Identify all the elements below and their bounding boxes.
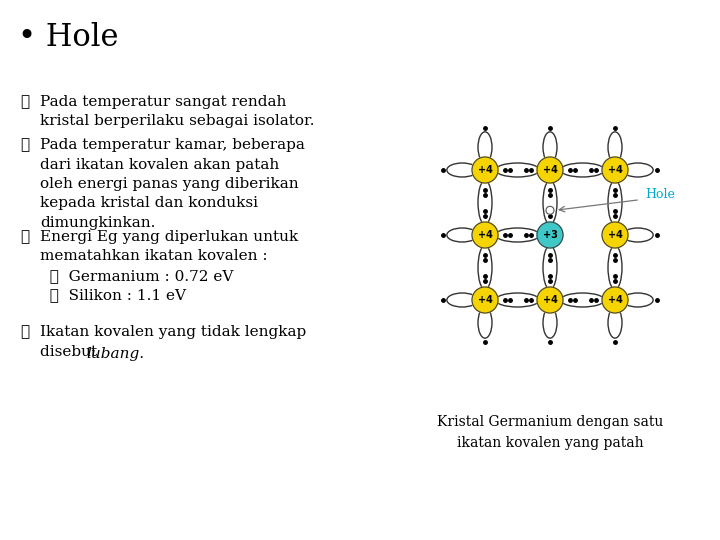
- Circle shape: [602, 287, 628, 313]
- Ellipse shape: [543, 246, 557, 289]
- Ellipse shape: [560, 293, 605, 307]
- Ellipse shape: [495, 228, 539, 242]
- Text: Kristal Germanium dengan satu
ikatan kovalen yang patah: Kristal Germanium dengan satu ikatan kov…: [437, 415, 663, 450]
- Circle shape: [546, 206, 554, 214]
- Ellipse shape: [608, 246, 622, 289]
- Circle shape: [472, 222, 498, 248]
- Ellipse shape: [478, 307, 492, 338]
- Ellipse shape: [543, 307, 557, 338]
- Text: • Hole: • Hole: [18, 22, 119, 53]
- Text: ✓: ✓: [20, 325, 29, 339]
- Ellipse shape: [478, 180, 492, 225]
- Text: +4: +4: [608, 295, 622, 305]
- Circle shape: [472, 157, 498, 183]
- Circle shape: [537, 287, 563, 313]
- Ellipse shape: [608, 307, 622, 338]
- Ellipse shape: [447, 163, 477, 177]
- Circle shape: [537, 222, 563, 248]
- Ellipse shape: [543, 132, 557, 163]
- Text: +4: +4: [477, 230, 492, 240]
- Text: Pada temperatur sangat rendah
kristal berperilaku sebagai isolator.: Pada temperatur sangat rendah kristal be…: [40, 95, 315, 129]
- Ellipse shape: [447, 293, 477, 307]
- Ellipse shape: [495, 293, 539, 307]
- Circle shape: [537, 157, 563, 183]
- Ellipse shape: [608, 132, 622, 163]
- Text: lubang.: lubang.: [86, 347, 144, 361]
- Text: Energi Eg yang diperlukan untuk
mematahkan ikatan kovalen :
  ✓  Germanium : 0.7: Energi Eg yang diperlukan untuk mematahk…: [40, 230, 298, 302]
- Text: +4: +4: [477, 165, 492, 175]
- Ellipse shape: [478, 132, 492, 163]
- Ellipse shape: [622, 228, 653, 242]
- Text: +4: +4: [477, 295, 492, 305]
- Ellipse shape: [495, 163, 539, 177]
- Text: +3: +3: [543, 230, 557, 240]
- Ellipse shape: [478, 246, 492, 289]
- Ellipse shape: [622, 293, 653, 307]
- Text: +4: +4: [608, 230, 622, 240]
- Ellipse shape: [447, 228, 477, 242]
- Ellipse shape: [560, 163, 605, 177]
- Text: ✓: ✓: [20, 138, 29, 152]
- Circle shape: [602, 157, 628, 183]
- Text: Ikatan kovalen yang tidak lengkap
disebut: Ikatan kovalen yang tidak lengkap disebu…: [40, 325, 306, 359]
- Text: +4: +4: [543, 165, 557, 175]
- Text: ✓: ✓: [20, 95, 29, 109]
- Ellipse shape: [622, 163, 653, 177]
- Text: Hole: Hole: [645, 188, 675, 201]
- Text: +4: +4: [608, 165, 622, 175]
- Circle shape: [472, 287, 498, 313]
- Circle shape: [602, 222, 628, 248]
- Text: +4: +4: [543, 295, 557, 305]
- Ellipse shape: [543, 180, 557, 225]
- Text: Pada temperatur kamar, beberapa
dari ikatan kovalen akan patah
oleh energi panas: Pada temperatur kamar, beberapa dari ika…: [40, 138, 305, 230]
- Text: ✓: ✓: [20, 230, 29, 244]
- Ellipse shape: [608, 180, 622, 225]
